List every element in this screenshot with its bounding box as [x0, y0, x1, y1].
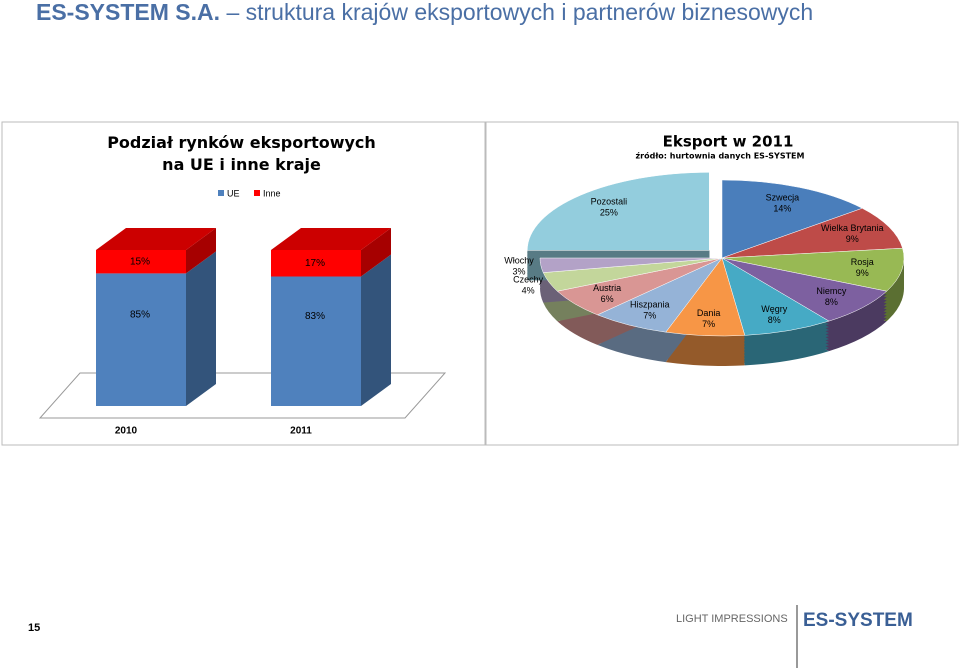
slice-label: Wielka Brytania	[821, 223, 884, 233]
slice-value: 14%	[773, 203, 791, 213]
pie-slice	[721, 179, 863, 259]
bar-top	[271, 228, 391, 250]
title-rest: – struktura krajów eksportowych i partne…	[226, 0, 813, 25]
pie-slice	[539, 257, 723, 273]
slice-value: 7%	[702, 319, 715, 329]
slice-label: Czechy	[513, 274, 544, 284]
slide-title: ES-SYSTEM S.A. – struktura krajów ekspor…	[36, 0, 813, 25]
slice-label: Niemcy	[816, 286, 847, 296]
slice-value: 8%	[825, 297, 838, 307]
x-tick-label: 2010	[115, 426, 138, 437]
slice-value: 9%	[846, 234, 859, 244]
x-tick-label: 2011	[290, 426, 312, 437]
pie-slice	[527, 172, 710, 251]
slice-label: Węgry	[761, 304, 788, 314]
slice-label: Szwecja	[766, 192, 800, 202]
pie-title: Eksport w 2011	[663, 133, 794, 151]
bar	[271, 250, 361, 277]
slice-value: 4%	[522, 285, 535, 295]
bar	[96, 250, 186, 274]
value-label: 17%	[305, 258, 325, 269]
bar	[271, 276, 361, 406]
logo: ES-SYSTEM	[803, 610, 913, 631]
slice-label: Rosja	[851, 257, 874, 267]
slice-label: Dania	[697, 308, 721, 318]
pie-slice	[721, 257, 888, 322]
value-label: 15%	[130, 256, 150, 267]
legend-swatch	[218, 190, 224, 196]
value-label: 83%	[305, 311, 325, 322]
pie-slice	[721, 257, 830, 336]
bar-side	[186, 228, 216, 274]
legend-swatch	[254, 190, 260, 196]
bar-side	[186, 251, 216, 406]
slice-label: Austria	[593, 283, 621, 293]
brand: LIGHT IMPRESSIONS	[676, 613, 788, 625]
slice-label: Pozostali	[591, 197, 628, 207]
bar-title: Podział rynków eksportowych na UE i inne…	[107, 133, 376, 174]
pie-slice	[721, 208, 903, 259]
title-prefix: ES-SYSTEM S.A.	[36, 0, 220, 25]
slice-label: Hiszpania	[630, 300, 670, 310]
bar	[96, 273, 186, 406]
bar-top	[96, 228, 216, 250]
legend-label: Inne	[263, 188, 281, 198]
slice-label: Włochy	[504, 256, 534, 266]
legend-label: UE	[227, 188, 240, 198]
pie-slice	[721, 247, 905, 292]
bar-side	[361, 228, 391, 277]
slice-value: 25%	[600, 208, 618, 218]
slice-value: 6%	[601, 294, 614, 304]
slice-value: 7%	[643, 311, 656, 321]
pie-subtitle: źródło: hurtownia danych ES-SYSTEM	[636, 151, 805, 161]
slice-value: 3%	[513, 267, 526, 277]
slice-value: 8%	[768, 315, 781, 325]
value-label: 85%	[130, 309, 150, 320]
page-number: 15	[28, 622, 40, 634]
slice-value: 9%	[856, 268, 869, 278]
bar-side	[361, 254, 391, 406]
